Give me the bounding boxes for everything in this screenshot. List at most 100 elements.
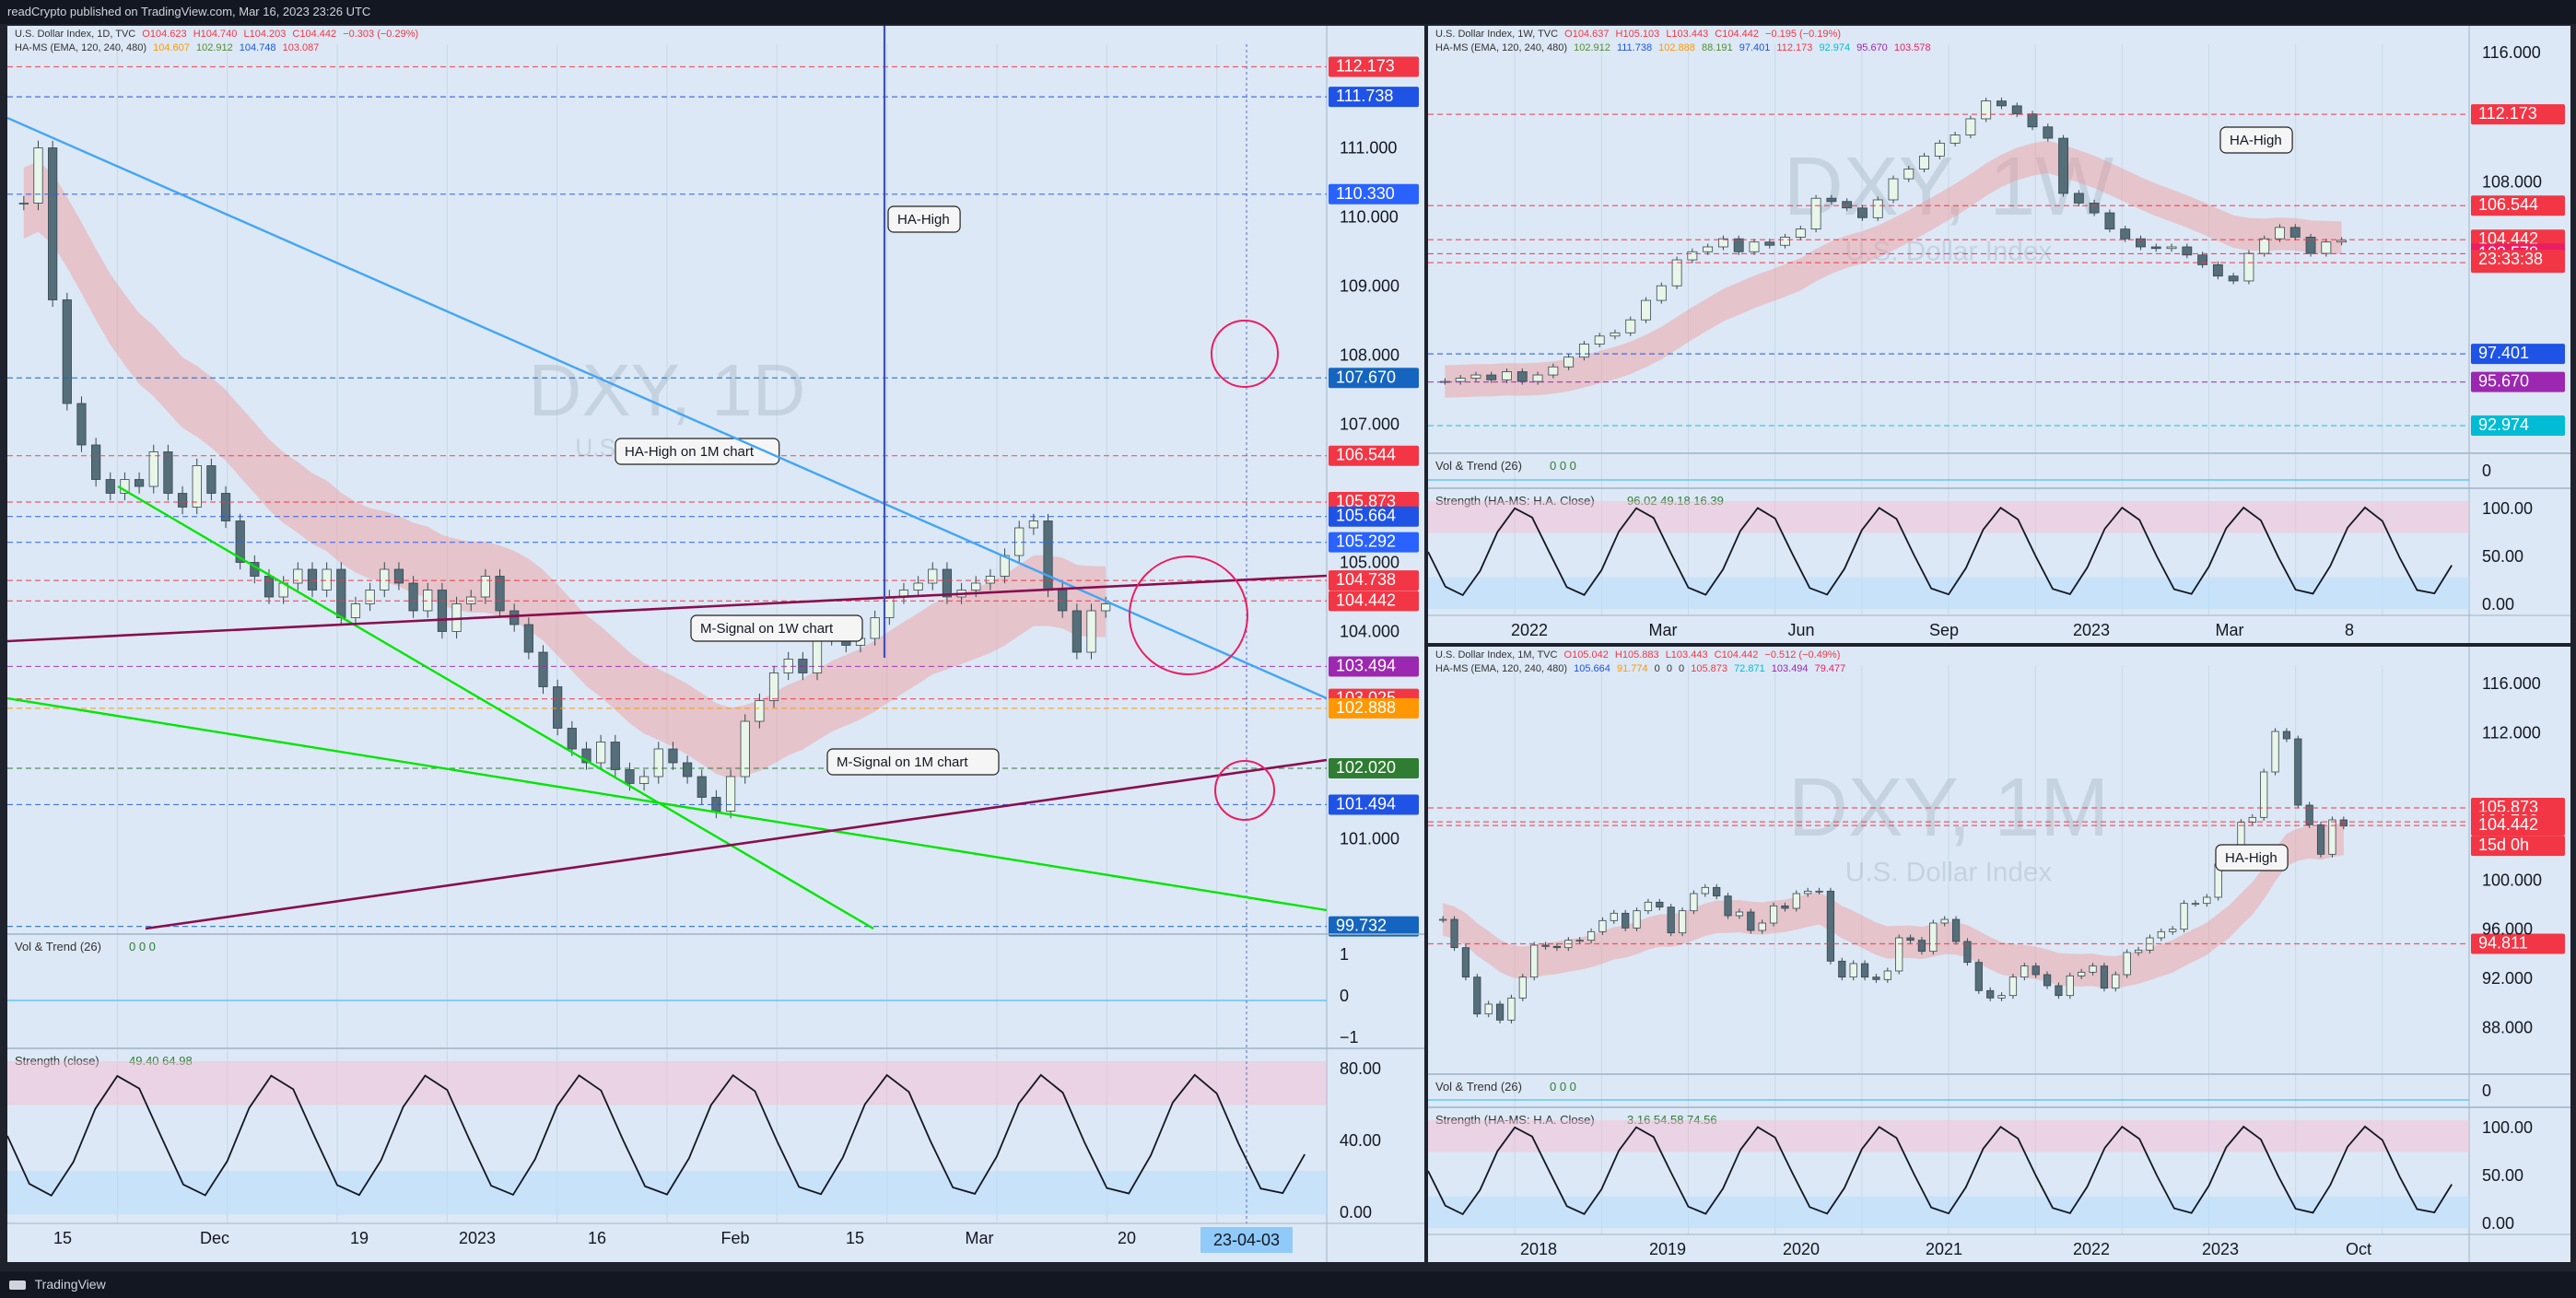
price-label-box	[1329, 570, 1419, 591]
countdown-box	[2471, 836, 2565, 857]
candle-body	[971, 582, 981, 591]
price-label-text: 105.873	[2478, 798, 2538, 816]
sub-indicator-name: Strength (close)	[15, 1054, 100, 1068]
candle-body	[2104, 212, 2115, 230]
monthly-hams-header: HA-MS (EMA, 120, 240, 480) 105.664 91.77…	[1435, 663, 1849, 674]
monthly-chart-pane[interactable]: DXY, 1MU.S. Dollar Index105.873104.73810…	[1428, 647, 2570, 1262]
candle-body	[509, 610, 520, 626]
weekly-chart-pane[interactable]: DXY, 1W U.S. Dollar Index 112.173 106.544 10…	[1428, 26, 2570, 643]
monthly-hams-v1: 105.664	[1574, 663, 1610, 674]
daily-chart-pane[interactable]: DXY, 1DU.S. Dollar Index112.173111.73811…	[7, 26, 1424, 1262]
candle-body	[1713, 886, 1721, 897]
x-tick-label: 20	[1118, 1229, 1136, 1247]
price-label-box	[1329, 532, 1419, 553]
strength-low-zone	[7, 1171, 1327, 1215]
candle-body	[91, 444, 101, 480]
annotation-text: M-Signal on 1M chart	[837, 754, 968, 770]
candle-body	[755, 700, 765, 722]
y-tick-label: 107.000	[1340, 415, 1399, 434]
sub-y-tick: 0.00	[1340, 1203, 1372, 1222]
candle-body	[1439, 918, 1447, 921]
sub-indicator-values: 96.02 49.18 16.39	[1627, 494, 1724, 508]
candle-body	[2089, 203, 2100, 214]
candle-body	[1903, 169, 1914, 180]
candle-body	[380, 568, 390, 591]
candle-body	[1758, 922, 1766, 931]
candle-body	[596, 742, 606, 764]
tradingview-footer: TradingView	[0, 1271, 2576, 1298]
price-label-box	[1329, 445, 1419, 466]
candle-body	[2182, 246, 2193, 256]
candle-body	[1792, 893, 1800, 909]
watermark-subtitle: U.S. Dollar Index	[1845, 857, 2053, 887]
candle-body	[1578, 344, 1589, 358]
candle-body	[1516, 371, 1528, 382]
x-tick-label: Feb	[720, 1229, 749, 1247]
x-tick-label: 2018	[1520, 1240, 1557, 1258]
candle-body	[408, 582, 418, 612]
candle-body	[1703, 246, 1714, 252]
candle-body	[610, 742, 620, 770]
candle-body	[1872, 976, 1880, 980]
candle-body	[870, 617, 880, 639]
price-label-text: 103.494	[1336, 656, 1396, 674]
daily-chart-svg[interactable]: DXY, 1DU.S. Dollar Index112.173111.73811…	[7, 26, 1424, 1262]
candle-body	[1838, 960, 1846, 978]
candle-body	[2136, 238, 2146, 248]
daily-change: −0.303 (−0.29%)	[343, 29, 419, 40]
y-tick-label: 112.000	[2482, 723, 2541, 742]
price-label-text: 101.494	[1336, 794, 1396, 813]
candle-body	[307, 568, 318, 591]
weekly-hams-name: HA-MS (EMA, 120, 240, 480)	[1435, 42, 1568, 53]
candle-body	[2134, 949, 2143, 953]
weekly-symbol: U.S. Dollar Index, 1W, TVC	[1435, 29, 1559, 40]
strength-high-zone	[1428, 501, 2469, 533]
candle-body	[2089, 965, 2097, 973]
x-tick-label: Dec	[200, 1229, 229, 1247]
candle-body	[365, 590, 375, 604]
candle-body	[1587, 930, 1596, 941]
price-label-text: 106.544	[2478, 195, 2538, 214]
weekly-chart-svg[interactable]: DXY, 1WU.S. Dollar Index112.173106.54410…	[1428, 26, 2570, 643]
candle-body	[639, 776, 650, 784]
y-tick-label: 105.000	[1340, 554, 1399, 572]
price-axis-bg	[2469, 647, 2570, 1262]
price-label-text: 104.442	[2478, 815, 2538, 834]
sub-y-tick: 40.00	[1340, 1131, 1381, 1150]
price-axis-bg	[1327, 26, 1424, 1262]
candle-body	[1552, 945, 1562, 949]
sub-y-tick: 0	[2482, 462, 2491, 480]
x-tick-label: Mar	[966, 1229, 994, 1247]
monthly-hams-v9: 79.477	[1814, 663, 1846, 674]
daily-open: O104.623	[142, 29, 187, 40]
monthly-chart-svg[interactable]: DXY, 1MU.S. Dollar Index105.873104.73810…	[1428, 647, 2570, 1262]
candle-body	[1929, 922, 1938, 953]
daily-symbol-header: U.S. Dollar Index, 1D, TVC O104.623 H104…	[15, 29, 422, 40]
weekly-hams-v6: 112.173	[1776, 42, 1813, 53]
watermark-text: DXY, 1D	[529, 349, 806, 431]
candle-body	[2055, 985, 2063, 997]
candle-body	[2100, 965, 2109, 989]
candle-body	[2180, 903, 2188, 930]
weekly-hams-header: HA-MS (EMA, 120, 240, 480) 102.912 111.7…	[1435, 42, 1935, 53]
sub-indicator-values: 0 0 0	[129, 940, 156, 953]
candle-body	[1883, 970, 1891, 980]
monthly-high: H105.883	[1614, 649, 1659, 661]
candle-body	[1687, 251, 1698, 261]
candle-body	[1625, 319, 1636, 333]
price-label-box	[2471, 815, 2565, 836]
monthly-hams-v3: 0	[1654, 663, 1660, 674]
candle-body	[1656, 285, 1667, 301]
monthly-low: L103.443	[1665, 649, 1708, 661]
candle-body	[1086, 610, 1096, 653]
daily-close: C104.442	[292, 29, 337, 40]
candle-body	[495, 576, 505, 612]
candle-body	[682, 762, 693, 778]
candle-body	[177, 493, 188, 508]
candle-body	[2157, 930, 2165, 939]
x-tick-label: Oct	[2346, 1240, 2371, 1258]
weekly-change: −0.195 (−0.19%)	[1765, 29, 1841, 40]
price-label-text: 107.670	[1336, 368, 1396, 386]
x-cursor-label: 23-04-03	[1213, 1231, 1280, 1249]
daily-low: L104.203	[243, 29, 287, 40]
